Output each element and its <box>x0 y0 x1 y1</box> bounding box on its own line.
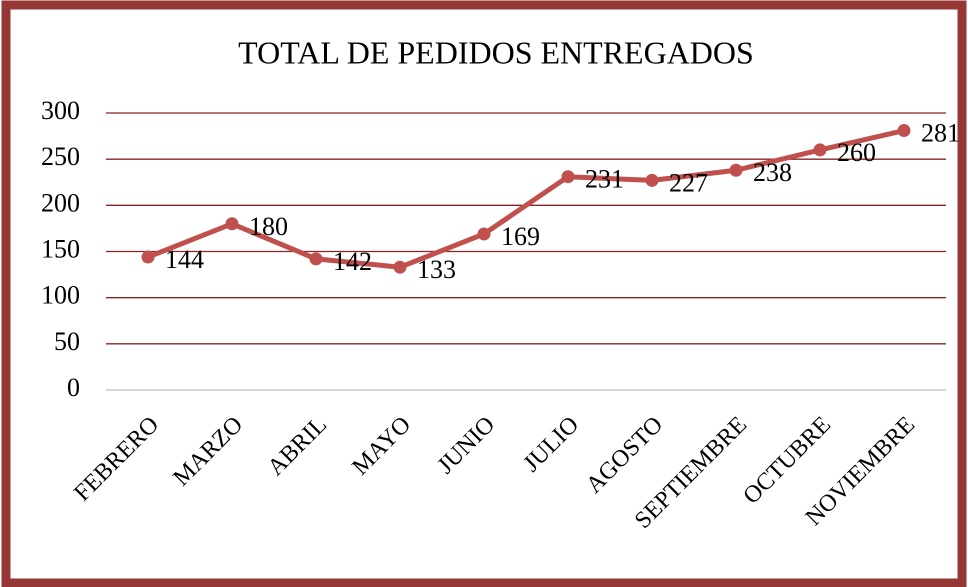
data-label: 238 <box>753 158 792 187</box>
data-label: 180 <box>249 212 288 241</box>
point <box>645 173 659 187</box>
y-tick-label: 100 <box>41 281 80 310</box>
point <box>393 260 407 274</box>
point <box>897 124 911 138</box>
y-tick-label: 150 <box>41 234 80 263</box>
point <box>225 217 239 231</box>
data-label: 133 <box>417 255 456 284</box>
data-label: 281 <box>921 119 960 148</box>
y-tick-label: 250 <box>41 142 80 171</box>
y-tick-label: 0 <box>67 373 80 402</box>
line <box>147 128 905 270</box>
point <box>477 227 491 241</box>
data-label: 260 <box>837 138 876 167</box>
data-label: 227 <box>669 168 708 197</box>
data-label: 169 <box>501 222 540 251</box>
point <box>141 250 155 264</box>
point <box>561 170 575 184</box>
point <box>309 252 323 266</box>
data-label: 144 <box>165 245 204 274</box>
y-tick-label: 300 <box>41 96 80 125</box>
data-label: 231 <box>585 165 624 194</box>
y-tick-label: 200 <box>41 188 80 217</box>
chart-title: TOTAL DE PEDIDOS ENTREGADOS <box>238 34 754 70</box>
y-tick-label: 50 <box>54 327 80 356</box>
data-label: 142 <box>333 247 372 276</box>
point <box>813 143 827 157</box>
point <box>729 163 743 177</box>
